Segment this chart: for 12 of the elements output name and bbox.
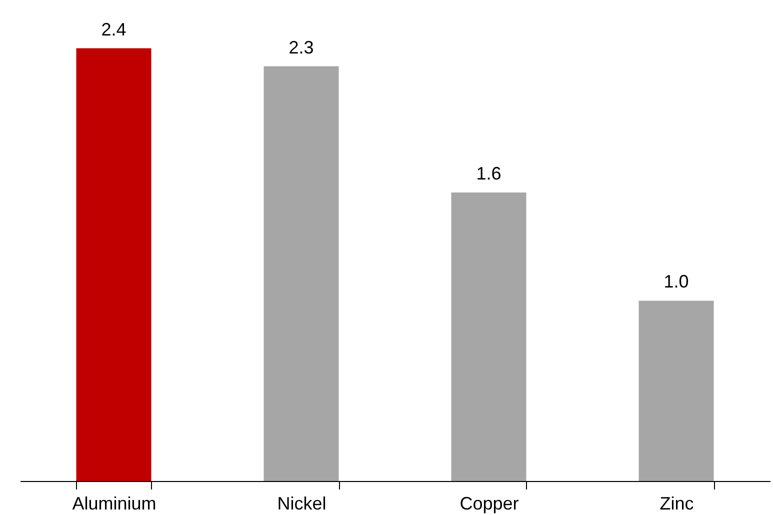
- x-tick-label: Aluminium: [72, 494, 156, 514]
- data-label: 1.0: [664, 272, 689, 292]
- x-tick-label: Zinc: [660, 494, 694, 514]
- data-label: 2.3: [288, 37, 314, 58]
- bar: [451, 192, 526, 481]
- bar: [264, 66, 339, 481]
- data-label: 2.4: [101, 19, 126, 40]
- bar: [76, 48, 152, 481]
- x-tick-label: Nickel: [277, 494, 326, 514]
- data-label: 1.6: [476, 164, 502, 184]
- bar: [638, 300, 714, 481]
- x-tick-label: Copper: [460, 494, 519, 514]
